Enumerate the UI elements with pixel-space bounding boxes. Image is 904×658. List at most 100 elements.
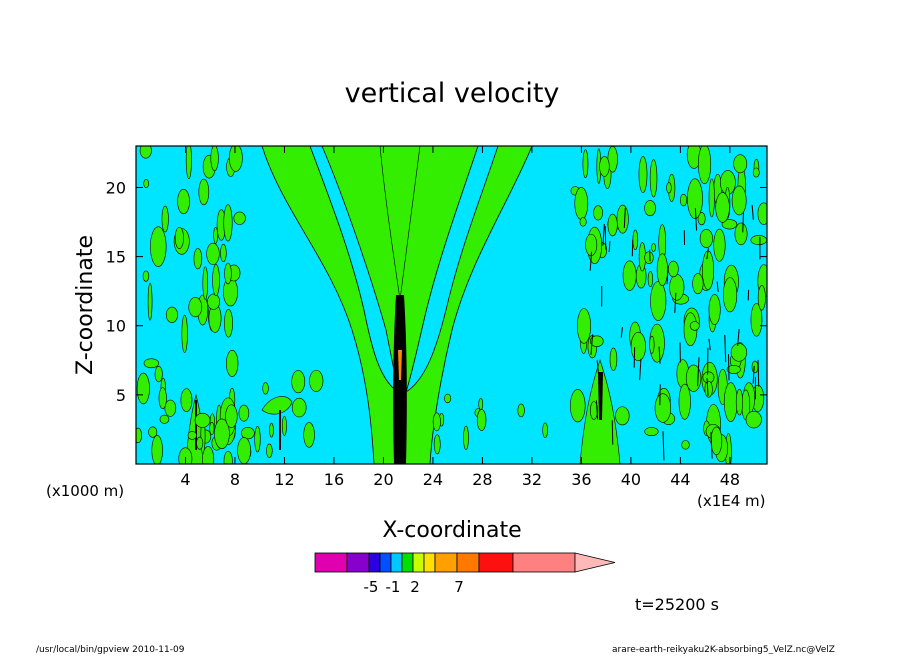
contour-line [612,420,613,444]
contour-blob [463,426,468,450]
contour-blob [210,422,214,434]
colorbar-swatch [402,553,413,572]
colorbar-swatch [380,553,391,572]
colorbar-tick-label: -5 [364,578,379,596]
y-axis-label: Z-coordinate [73,235,98,375]
plot-area [134,141,770,473]
contour-blob [239,405,249,421]
contour-blob [211,145,219,170]
contour-blob [746,411,761,428]
contour-blob [735,223,747,245]
y-tick-label: 10 [106,317,126,336]
contour-blob [600,156,610,176]
contour-blob [731,343,747,361]
contour-blob [668,261,678,277]
contour-blob [679,384,691,419]
colorbar-swatch [413,553,424,572]
colorbar-swatch [315,553,347,572]
contour-blob [639,156,647,192]
contour-blob [610,348,617,371]
contour-blob [266,444,272,458]
time-label: t=25200 s [635,595,719,614]
contour-blob [202,446,213,473]
contour-blob [178,189,190,214]
contour-blob [593,206,602,220]
contour-blob [182,315,188,352]
contour-blob [162,206,169,232]
contour-blob [633,230,638,250]
contour-blob [751,235,767,244]
contour-blob [213,264,220,295]
contour-blob [714,229,725,261]
x-tick-label: 40 [621,470,641,489]
contour-blob [650,336,655,353]
contour-blob [152,435,163,465]
contour-blob [197,437,203,449]
x-tick-label: 36 [571,470,591,489]
contour-blob [175,227,183,249]
contour-blob [477,409,486,430]
contour-blob [234,212,246,225]
contour-blob [693,273,704,293]
contour-blob [752,361,758,373]
contour-blob [645,200,656,215]
contour-blob [753,168,759,177]
x-tick-label: 24 [423,470,443,489]
x-unit-left: (x1000 m) [46,482,124,500]
contour-blob [680,194,687,206]
x-tick-label: 32 [522,470,542,489]
contour-blob [711,427,722,455]
contour-blob [758,203,770,225]
x-axis-label: X-coordinate [382,518,521,543]
contour-blob [682,440,690,449]
contour-blob [700,229,713,247]
contour-blob [223,278,237,306]
contour-blob [137,373,149,404]
contour-blob [224,451,232,470]
colorbar-swatch [457,553,479,572]
contour-blob [225,263,232,284]
y-tick-label: 15 [106,248,126,267]
contour-blob [150,227,166,267]
contour-blob [148,283,152,320]
x-unit-right: (x1E4 m) [697,492,766,510]
contour-blob [143,271,149,281]
contour-blob [207,243,220,265]
contour-blob [304,422,315,447]
contour-blob [166,307,177,322]
contour-blob [623,261,636,291]
contour-blob [650,281,665,320]
contour-blob [670,274,684,300]
colorbar-swatch [347,553,369,572]
contour-blob [207,294,219,310]
contour-blob [229,144,242,171]
contour-line [729,354,730,380]
contour-blob [732,186,746,215]
contour-blob [615,407,629,425]
footer-left: /usr/local/bin/gpview 2010-11-09 [36,645,185,654]
contour-blob [263,383,269,395]
contour-line [758,360,759,387]
contour-blob [617,205,628,233]
contour-blob [724,383,737,422]
contour-blob [580,217,586,226]
contour-blob [194,248,202,269]
contour-blob [433,413,440,431]
contour-blob [723,277,737,312]
contour-blob [149,427,157,438]
x-tick-label: 48 [720,470,740,489]
x-tick-label: 4 [180,470,190,489]
contour-blob [650,160,657,198]
contour-blob [181,389,192,412]
contour-blob [203,267,208,300]
contour-blob [214,227,218,243]
contour-blob [189,297,202,317]
contour-line [743,212,744,232]
contour-blob [444,394,450,403]
contour-blob [648,271,653,286]
contour-blob [736,389,742,415]
contour-blob [577,309,590,344]
contour-blob [583,150,588,178]
